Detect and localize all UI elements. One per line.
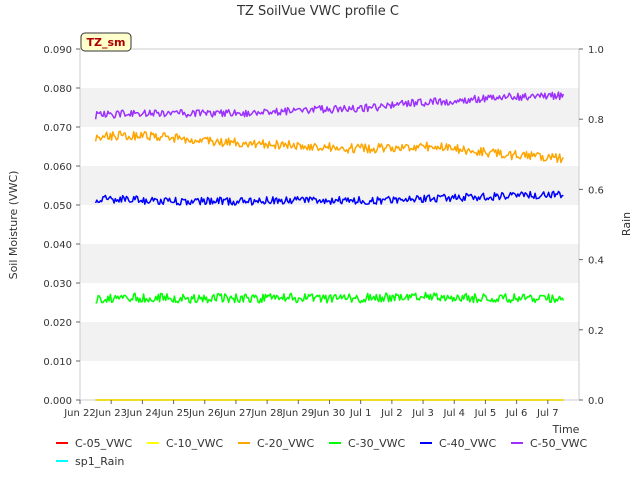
x-tick-label: Jun 25 bbox=[157, 408, 190, 419]
y-axis-label: Soil Moisture (VWC) bbox=[7, 171, 20, 280]
y-tick-label: 0.080 bbox=[43, 84, 72, 95]
y2-tick-label: 0.6 bbox=[588, 185, 604, 196]
grid-band bbox=[80, 88, 579, 127]
y-tick-label: 0.010 bbox=[43, 357, 72, 368]
y-tick-label: 0.090 bbox=[43, 45, 72, 56]
y-tick-label: 0.000 bbox=[43, 396, 72, 407]
y2-axis-label: Rain bbox=[620, 212, 633, 236]
y2-axis-ticks: 0.0 0.2 0.4 0.6 0.8 1.0 bbox=[579, 45, 604, 407]
annotation-box: TZ_sm bbox=[80, 32, 132, 52]
grid-band bbox=[80, 244, 579, 283]
x-tick-label: Jun 23 bbox=[94, 408, 127, 419]
annotation-label: TZ_sm bbox=[87, 36, 126, 49]
x-tick-label: Jul 4 bbox=[442, 408, 465, 419]
x-tick-label: Jul 2 bbox=[380, 408, 403, 419]
series-line-c-40-vwc bbox=[94, 190, 564, 206]
y-tick-label: 0.030 bbox=[43, 279, 72, 290]
x-tick-label: Jun 26 bbox=[188, 408, 221, 419]
legend-label: C-40_VWC bbox=[439, 437, 497, 450]
x-tick-label: Jun 22 bbox=[63, 408, 96, 419]
x-axis-label: Time bbox=[552, 423, 580, 436]
series-line-c-20-vwc bbox=[94, 130, 565, 164]
y2-tick-label: 1.0 bbox=[588, 45, 604, 56]
x-tick-label: Jul 5 bbox=[474, 408, 497, 419]
legend: C-05_VWC C-10_VWC C-20_VWC C-30_VWC C-40_VWC… bbox=[56, 437, 588, 468]
y2-tick-label: 0.0 bbox=[588, 396, 604, 407]
series-line-c-30-vwc bbox=[95, 291, 565, 304]
grid-bands bbox=[80, 88, 579, 361]
x-tick-label: Jun 27 bbox=[219, 408, 252, 419]
x-tick-label: Jun 24 bbox=[126, 408, 159, 419]
annotation-box-background bbox=[80, 32, 132, 52]
y-axis-ticks: 0.000 0.010 0.020 0.030 0.040 0.050 0.060 0.070… bbox=[43, 45, 80, 407]
legend-label: C-30_VWC bbox=[348, 437, 406, 450]
y2-tick-label: 0.4 bbox=[588, 256, 604, 267]
grid-band bbox=[80, 166, 579, 205]
legend-label: C-50_VWC bbox=[530, 437, 588, 450]
x-tick-label: Jun 28 bbox=[250, 408, 283, 419]
x-tick-label: Jul 3 bbox=[411, 408, 434, 419]
legend-label: C-10_VWC bbox=[166, 437, 224, 450]
y2-tick-label: 0.2 bbox=[588, 326, 604, 337]
series-line-c-50-vwc bbox=[94, 91, 565, 120]
y-tick-label: 0.050 bbox=[43, 201, 72, 212]
x-axis-ticks: Jun 22 Jun 23 Jun 24 Jun 25 Jun 26 Jun 27 Jun … bbox=[63, 400, 559, 419]
legend-label: C-20_VWC bbox=[257, 437, 315, 450]
grid-band bbox=[80, 322, 579, 361]
y-tick-label: 0.070 bbox=[43, 123, 72, 134]
y-tick-label: 0.040 bbox=[43, 240, 72, 251]
y2-tick-label: 0.8 bbox=[588, 115, 604, 126]
legend-label: sp1_Rain bbox=[75, 455, 124, 468]
x-tick-label: Jun 29 bbox=[282, 408, 315, 419]
y-tick-label: 0.060 bbox=[43, 162, 72, 173]
legend-label: C-05_VWC bbox=[75, 437, 133, 450]
x-tick-label: Jul 1 bbox=[349, 408, 372, 419]
x-tick-label: Jun 30 bbox=[313, 408, 346, 419]
x-tick-label: Jul 6 bbox=[505, 408, 528, 419]
x-tick-label: Jul 7 bbox=[536, 408, 559, 419]
y-tick-label: 0.020 bbox=[43, 318, 72, 329]
chart-title: TZ SoilVue VWC profile C bbox=[236, 4, 399, 19]
